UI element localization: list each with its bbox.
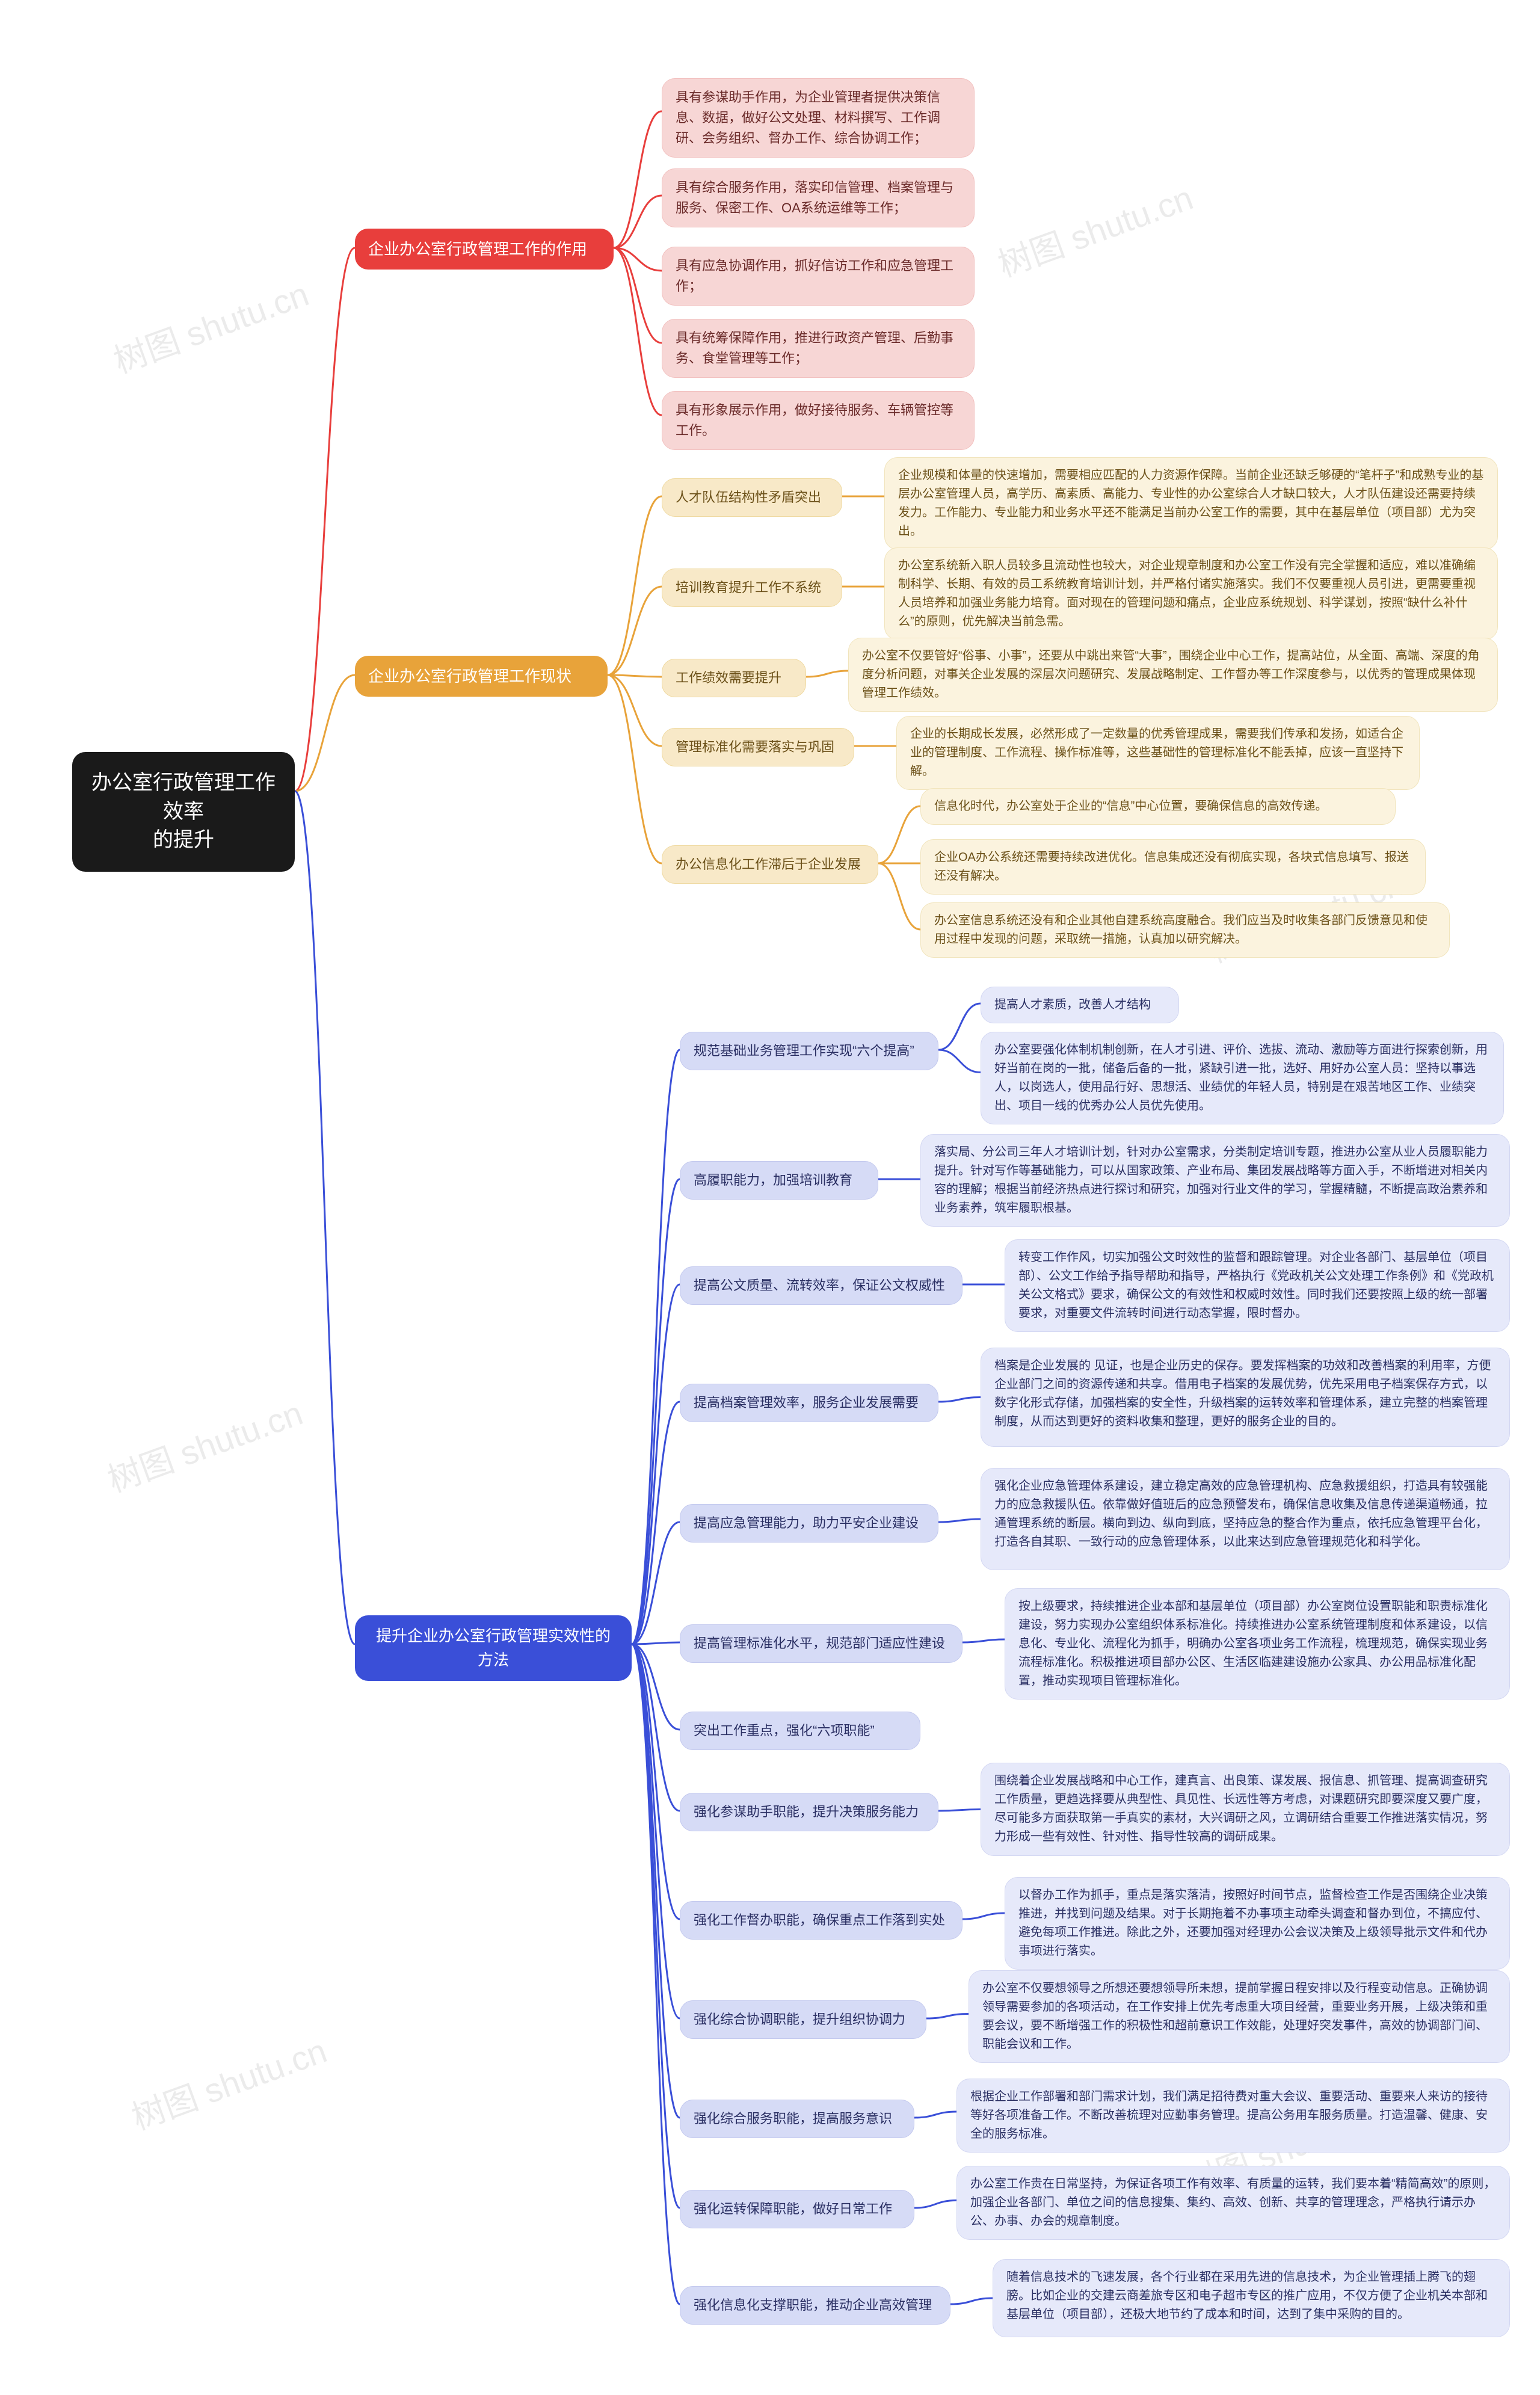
node-b3c2d1: 落实局、分公司三年人才培训计划，针对办公室需求，分类制定培训专题，推进办公室从业… (920, 1134, 1510, 1227)
node-b1c2: 具有综合服务作用，落实印信管理、档案管理与服务、保密工作、OA系统运维等工作； (662, 168, 975, 227)
node-b2c2: 培训教育提升工作不系统 (662, 569, 842, 607)
connector (632, 1642, 680, 1644)
node-b2c1d1: 企业规模和体量的快速增加，需要相应匹配的人力资源作保障。当前企业还缺乏够硬的“笔… (884, 457, 1498, 550)
connector (632, 1522, 680, 1644)
connector (614, 196, 662, 248)
node-b3c7: 突出工作重点，强化“六项职能” (680, 1712, 920, 1750)
connector (632, 1644, 680, 1730)
connector (806, 671, 848, 677)
node-b2c5d3: 办公室信息系统还没有和企业其他自建系统高度融合。我们应当及时收集各部门反馈意见和… (920, 902, 1450, 958)
node-b3c9d1: 以督办工作为抓手，重点是落实落清，按照好时间节点，监督检查工作是否围绕企业决策推… (1005, 1877, 1510, 1970)
connector (632, 1284, 680, 1644)
connector (914, 2112, 956, 2118)
connector (926, 2014, 969, 2019)
node-b3c6: 提高管理标准化水平，规范部门适应性建设 (680, 1624, 962, 1663)
connector (295, 248, 355, 791)
node-b2c1: 人才队伍结构性矛盾突出 (662, 478, 842, 517)
connector (608, 675, 662, 746)
branch-b3: 提升企业办公室行政管理实效性的 方法 (355, 1615, 632, 1681)
node-b2c5d1: 信息化时代，办公室处于企业的“信息”中心位置，要确保信息的高效传递。 (920, 788, 1396, 825)
branch-b1: 企业办公室行政管理工作的作用 (355, 229, 614, 270)
node-b3c5d1: 强化企业应急管理体系建设，建立稳定高效的应急管理机构、应急救援组织，打造具有较强… (981, 1468, 1510, 1570)
connector (608, 496, 662, 675)
connector (608, 675, 662, 677)
node-b3c3: 提高公文质量、流转效率，保证公文权威性 (680, 1266, 962, 1305)
node-b1c4: 具有统筹保障作用，推进行政资产管理、后勤事务、食堂管理等工作； (662, 319, 975, 378)
node-b3c11d1: 根据企业工作部署和部门需求计划，我们满足招待费对重大会议、重要活动、重要来人来访… (956, 2079, 1510, 2153)
connector (878, 806, 920, 863)
connector (295, 675, 355, 791)
node-b3c8d1: 围绕着企业发展战略和中心工作，建真言、出良策、谋发展、报信息、抓管理、提高调查研… (981, 1763, 1510, 1856)
node-b3c4d1: 档案是企业发展的 见证，也是企业历史的保存。要发挥档案的功效和改善档案的利用率，… (981, 1348, 1510, 1447)
connector (938, 1810, 981, 1811)
node-b2c5d2: 企业OA办公系统还需要持续改进优化。信息集成还没有彻底实现，各块式信息填写、报送… (920, 839, 1426, 895)
connector (614, 248, 662, 271)
node-b3c12d1: 办公室工作贵在日常坚持，为保证各项工作有效率、有质量的运转，我们要本着“精简高效… (956, 2166, 1510, 2240)
connector (632, 1402, 680, 1644)
node-b3c10d1: 办公室不仅要想领导之所想还要想领导所未想，提前掌握日程安排以及行程变动信息。正确… (969, 1970, 1510, 2063)
node-b3c1d2: 办公室要强化体制机制创新，在人才引进、评价、选拔、流动、激励等方面进行探索创新，… (981, 1032, 1504, 1124)
node-b2c3: 工作绩效需要提升 (662, 659, 806, 697)
connector (295, 791, 355, 1644)
node-b3c11: 强化综合服务职能，提高服务意识 (680, 2100, 914, 2138)
node-b3c4: 提高档案管理效率，服务企业发展需要 (680, 1384, 938, 1422)
node-b2c4d1: 企业的长期成长发展，必然形成了一定数量的优秀管理成果，需要我们传承和发扬，如适合… (896, 716, 1420, 790)
connector (962, 1913, 1005, 1919)
connector (614, 111, 662, 248)
watermark: 树图 shutu.cn (990, 171, 1199, 286)
connector (950, 2298, 993, 2304)
watermark: 树图 shutu.cn (124, 2024, 333, 2139)
node-b2c4: 管理标准化需要落实与巩固 (662, 728, 854, 766)
connector (608, 587, 662, 675)
connector (938, 1398, 981, 1402)
node-b1c1: 具有参谋助手作用，为企业管理者提供决策信息、数据，做好公文处理、材料撰写、工作调… (662, 78, 975, 158)
connector (632, 1644, 680, 1919)
node-b3c8: 强化参谋助手职能，提升决策服务能力 (680, 1793, 938, 1831)
watermark: 树图 shutu.cn (106, 267, 315, 383)
root-node: 办公室行政管理工作效率 的提升 (72, 752, 295, 872)
node-b2c3d1: 办公室不仅要管好“俗事、小事”，还要从中跳出来管“大事”，围绕企业中心工作，提高… (848, 638, 1498, 712)
node-b3c12: 强化运转保障职能，做好日常工作 (680, 2190, 914, 2228)
node-b1c5: 具有形象展示作用，做好接待服务、车辆管控等工作。 (662, 391, 975, 450)
branch-b2: 企业办公室行政管理工作现状 (355, 656, 608, 697)
connector (938, 1519, 981, 1522)
node-b3c13: 强化信息化支撑职能，推动企业高效管理 (680, 2286, 950, 2325)
node-b3c2: 高履职能力，加强培训教育 (680, 1161, 878, 1200)
node-b3c9: 强化工作督办职能，确保重点工作落到实处 (680, 1901, 962, 1940)
node-b2c5: 办公信息化工作滞后于企业发展 (662, 845, 878, 884)
mindmap-canvas: 树图 shutu.cn 树图 shutu.cn 树图 shutu.cn 树图 shut… (0, 0, 1540, 2395)
node-b1c3: 具有应急协调作用，抓好信访工作和应急管理工作； (662, 247, 975, 306)
connector (632, 1644, 680, 2018)
connector (938, 1003, 981, 1050)
connector (632, 1050, 680, 1644)
node-b3c6d1: 按上级要求，持续推进企业本部和基层单位（项目部）办公室岗位设置职能和职责标准化建… (1005, 1588, 1510, 1700)
node-b3c10: 强化综合协调职能，提升组织协调力 (680, 2000, 926, 2039)
connector (632, 1179, 680, 1644)
node-b2c2d1: 办公室系统新入职人员较多且流动性也较大，对企业规章制度和办公室工作没有完全掌握和… (884, 547, 1498, 640)
node-b3c1: 规范基础业务管理工作实现“六个提高” (680, 1032, 938, 1070)
connector (962, 1639, 1005, 1642)
connector (632, 1644, 680, 2208)
connector (632, 1644, 680, 2304)
watermark: 树图 shutu.cn (100, 1386, 309, 1502)
node-b3c1d1: 提高人才素质，改善人才结构 (981, 987, 1179, 1023)
connector (608, 675, 662, 863)
node-b3c5: 提高应急管理能力，助力平安企业建设 (680, 1504, 938, 1543)
connector (914, 2201, 956, 2209)
connector (632, 1644, 680, 1811)
node-b3c3d1: 转变工作作风，切实加强公文时效性的监督和跟踪管理。对企业各部门、基层单位（项目部… (1005, 1239, 1510, 1332)
connector (878, 863, 920, 929)
connector (938, 1050, 981, 1073)
connector (632, 1644, 680, 2118)
node-b3c13d1: 随着信息技术的飞速发展，各个行业都在采用先进的信息技术，为企业管理插上腾飞的翅膀… (993, 2259, 1510, 2337)
connector (614, 248, 662, 343)
connector (614, 248, 662, 415)
